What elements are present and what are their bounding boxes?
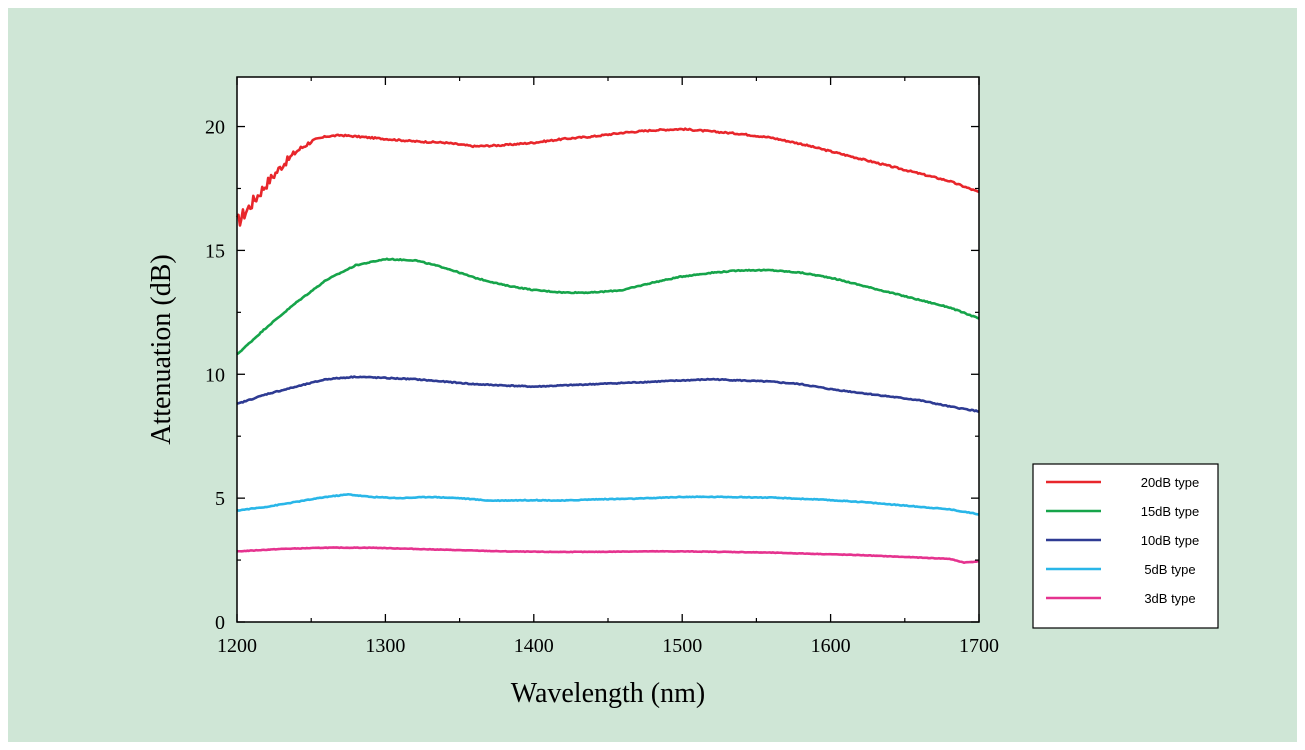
series-layer xyxy=(235,127,980,565)
y-tick-label: 20 xyxy=(205,117,225,139)
legend-label-15db-type: 15dB type xyxy=(1141,504,1200,519)
plot-background xyxy=(237,77,979,622)
series-line-20db-type xyxy=(235,127,980,227)
plot-area xyxy=(237,77,979,622)
x-tick-label: 1500 xyxy=(662,635,702,657)
y-tick-label: 0 xyxy=(215,612,225,634)
y-tick-label: 15 xyxy=(205,240,225,262)
legend-box xyxy=(1032,463,1219,629)
series-line-15db-type xyxy=(236,257,980,356)
series-line-5db-type xyxy=(236,492,980,516)
series-line-3db-type xyxy=(236,546,980,565)
y-tick-label: 5 xyxy=(215,488,225,510)
x-tick-label: 1600 xyxy=(811,635,851,657)
x-axis-title: Wavelength (nm) xyxy=(511,678,705,709)
legend-label-10db-type: 10dB type xyxy=(1141,533,1200,548)
x-tick-label: 1400 xyxy=(514,635,554,657)
x-tick-label: 1700 xyxy=(959,635,999,657)
x-tick-label: 1300 xyxy=(365,635,405,657)
series-line-10db-type xyxy=(236,375,980,413)
axes: 1200 1300 1400 1500 1600 1700 0 5 10 15 20 xyxy=(205,76,999,657)
x-tick-label: 1200 xyxy=(217,635,257,657)
legend-label-3db-type: 3dB type xyxy=(1144,591,1195,606)
legend: 20dB type 15dB type 10dB type 5dB type 3dB t… xyxy=(1032,463,1219,629)
legend-label-20db-type: 20dB type xyxy=(1141,475,1200,490)
y-axis-title: Attenuation (dB) xyxy=(146,254,177,445)
y-tick-label: 10 xyxy=(205,364,225,386)
legend-label-5db-type: 5dB type xyxy=(1144,562,1195,577)
